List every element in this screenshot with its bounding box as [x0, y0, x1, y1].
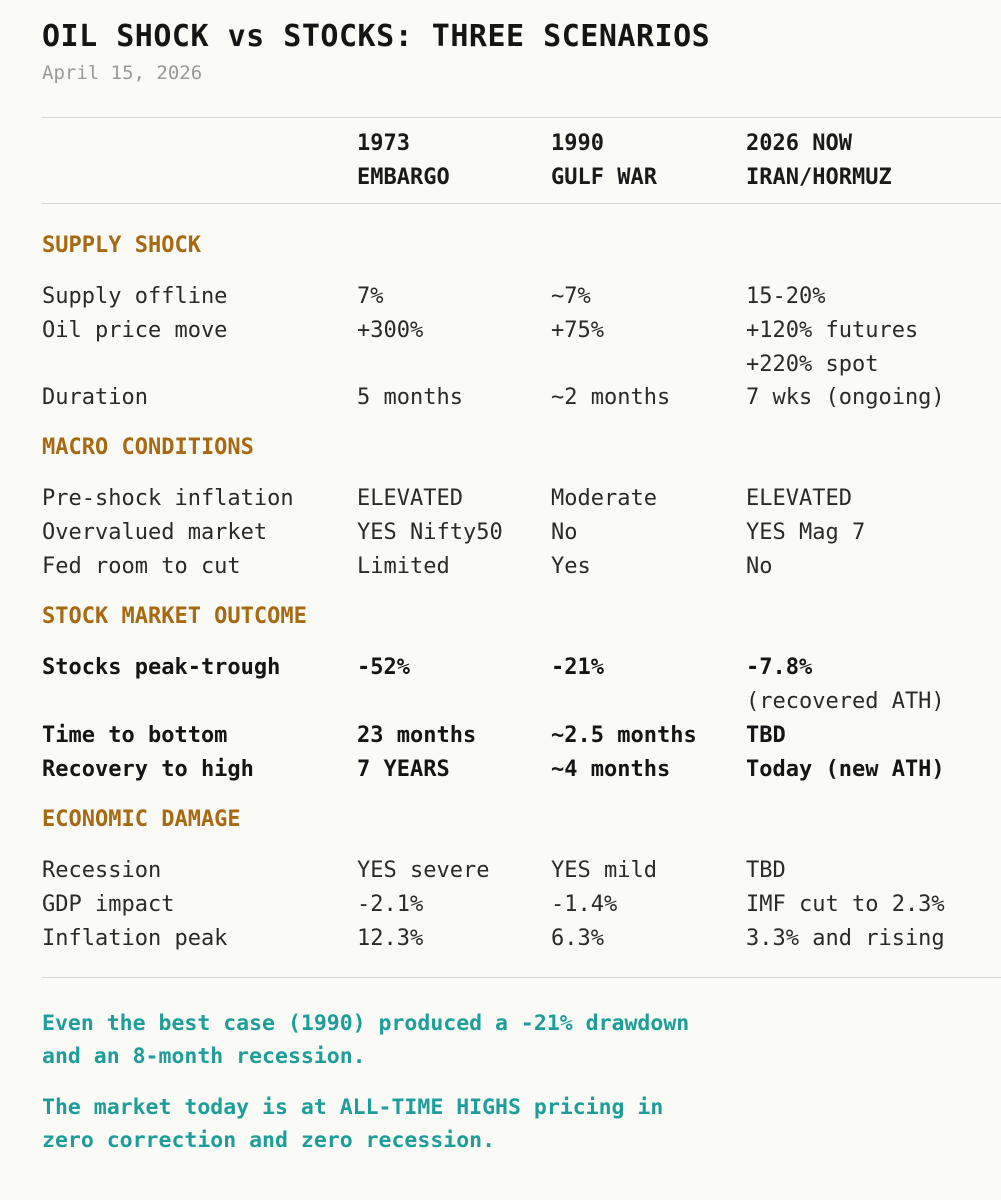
value-1990: YES mild: [551, 858, 657, 883]
value-2026: IMF cut to 2.3%: [746, 892, 945, 917]
row-label: Supply offline: [42, 284, 228, 309]
header-divider: [42, 203, 1001, 204]
value-1973: 7%: [357, 284, 384, 309]
value-2026-line2: (recovered ATH): [746, 689, 945, 714]
row-label: Recovery to high: [42, 757, 254, 782]
section-heading-economic-damage: ECONOMIC DAMAGE: [42, 807, 241, 832]
top-divider: [42, 117, 1001, 118]
value-1973: 7 YEARS: [357, 757, 450, 782]
value-1990: No: [551, 520, 578, 545]
section-heading-macro: MACRO CONDITIONS: [42, 435, 254, 460]
row-label: Pre-shock inflation: [42, 486, 294, 511]
row-label: Recession: [42, 858, 162, 883]
value-1990: -21%: [551, 655, 604, 680]
value-1973: 12.3%: [357, 926, 424, 951]
value-2026: ELEVATED: [746, 486, 852, 511]
row-label: Fed room to cut: [42, 554, 241, 579]
value-1990: ~7%: [551, 284, 591, 309]
section-heading-supply: SUPPLY SHOCK: [42, 233, 201, 258]
section-heading-stock-outcome: STOCK MARKET OUTCOME: [42, 604, 307, 629]
value-1973: Limited: [357, 554, 450, 579]
page-title: OIL SHOCK vs STOCKS: THREE SCENARIOS: [42, 19, 711, 54]
value-2026: 15-20%: [746, 284, 826, 309]
column-header-1990: 1990 GULF WAR: [551, 131, 657, 190]
value-1990: Yes: [551, 554, 591, 579]
value-2026: TBD: [746, 723, 786, 748]
value-2026: -7.8%: [746, 655, 813, 680]
value-1973: -2.1%: [357, 892, 424, 917]
value-1973: 5 months: [357, 385, 463, 410]
row-label: Stocks peak-trough: [42, 655, 281, 680]
value-2026: 3.3% and rising: [746, 926, 945, 951]
row-label: Time to bottom: [42, 723, 228, 748]
value-1973: -52%: [357, 655, 410, 680]
value-1973: +300%: [357, 318, 424, 343]
value-1973: YES severe: [357, 858, 490, 883]
value-1990: ~2.5 months: [551, 723, 697, 748]
bottom-divider: [42, 977, 1001, 978]
column-header-1973: 1973 EMBARGO: [357, 131, 450, 190]
value-2026: +120% futures: [746, 318, 919, 343]
value-1973: 23 months: [357, 723, 477, 748]
value-2026: TBD: [746, 858, 786, 883]
value-1990: 6.3%: [551, 926, 604, 951]
row-label: Overvalued market: [42, 520, 268, 545]
date-label: April 15, 2026: [42, 62, 203, 84]
row-label: GDP impact: [42, 892, 175, 917]
value-1990: Moderate: [551, 486, 657, 511]
value-2026: Today (new ATH): [746, 757, 945, 782]
value-2026-line2: +220% spot: [746, 352, 879, 377]
row-label: Oil price move: [42, 318, 228, 343]
value-2026: No: [746, 554, 773, 579]
value-1973: ELEVATED: [357, 486, 463, 511]
value-2026: YES Mag 7: [746, 520, 866, 545]
value-1990: ~2 months: [551, 385, 671, 410]
value-1973: YES Nifty50: [357, 520, 503, 545]
column-header-2026: 2026 NOW IRAN/HORMUZ: [746, 131, 892, 190]
note-market-today: The market today is at ALL-TIME HIGHS pr…: [42, 1095, 664, 1153]
note-best-case: Even the best case (1990) produced a -21…: [42, 1011, 690, 1069]
row-label: Duration: [42, 385, 148, 410]
value-1990: ~4 months: [551, 757, 671, 782]
value-1990: +75%: [551, 318, 604, 343]
value-2026: 7 wks (ongoing): [746, 385, 945, 410]
row-label: Inflation peak: [42, 926, 228, 951]
value-1990: -1.4%: [551, 892, 618, 917]
